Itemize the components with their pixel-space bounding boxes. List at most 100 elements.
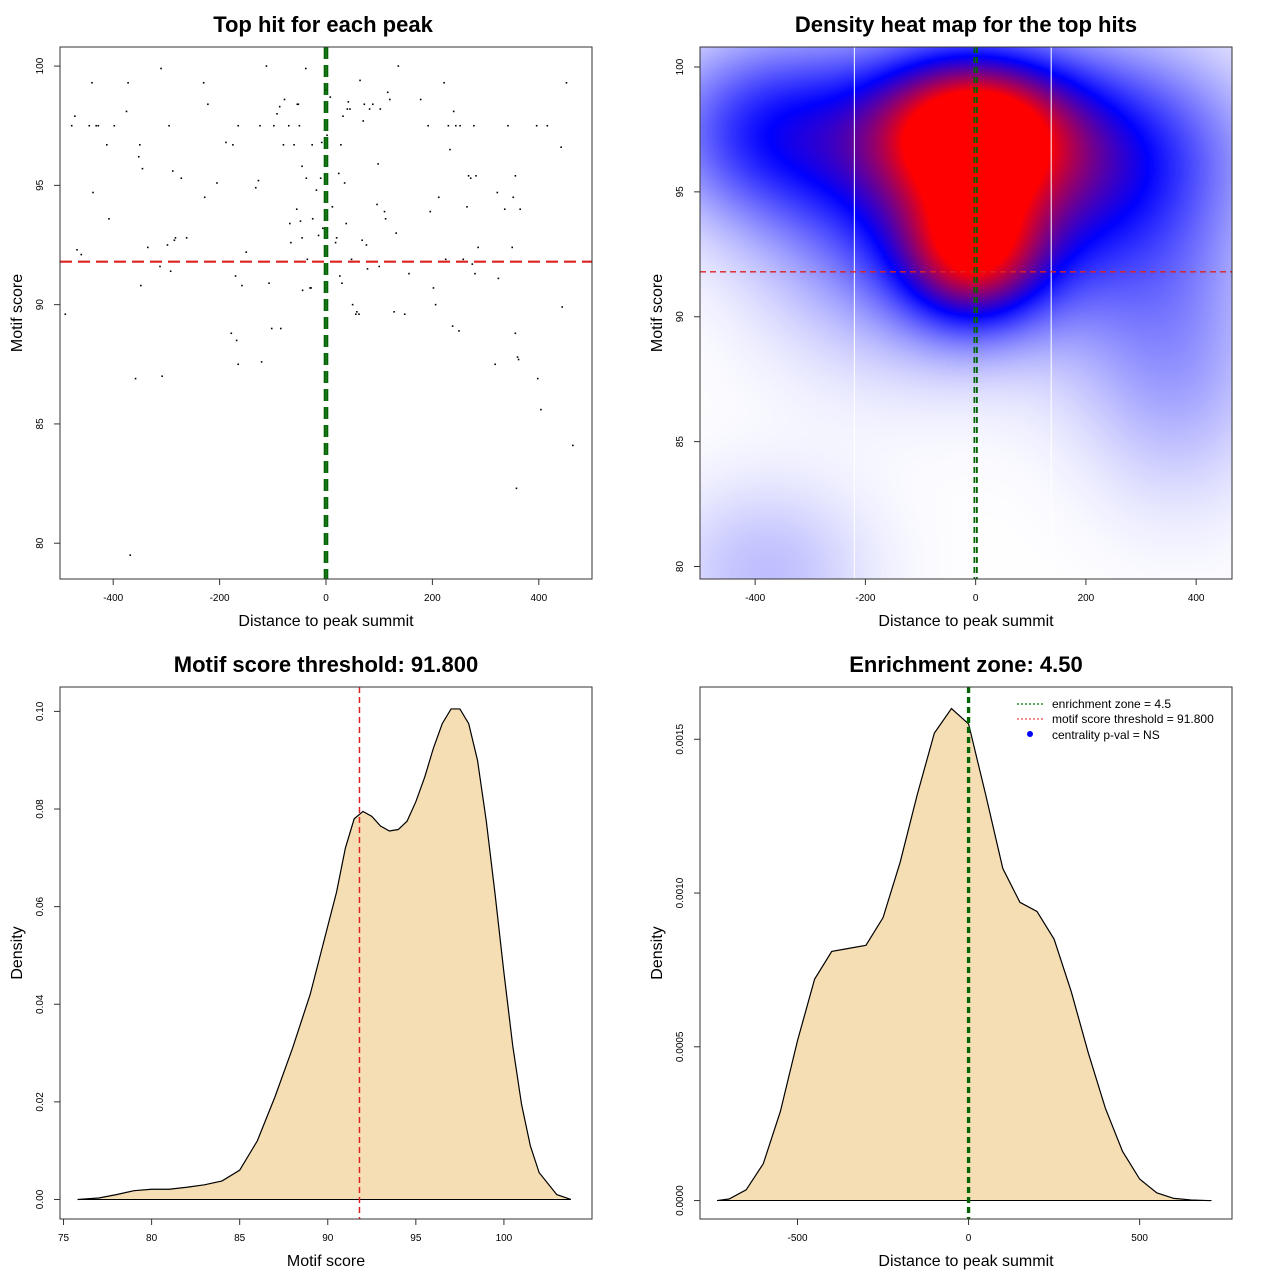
scatter-point [434, 303, 437, 306]
scatter-point [449, 148, 451, 151]
scatter-point [309, 287, 311, 289]
scatter-point [452, 110, 455, 113]
scatter-point [429, 210, 432, 213]
scatter-point [560, 146, 562, 148]
scatter-point [160, 67, 162, 70]
legend-point-centrality [1027, 731, 1033, 737]
scatter-point [185, 237, 188, 239]
scatter-point [174, 237, 177, 239]
scatter-point [259, 124, 261, 127]
x-axis-label: Distance to peak summit [878, 613, 1054, 630]
density-heatmap [700, 47, 1232, 579]
scatter-point [64, 313, 67, 315]
distance-density-plot-area [717, 687, 1212, 1219]
y-tick-label: 100 [35, 57, 46, 74]
scatter-point [169, 270, 172, 273]
scatter-point [467, 175, 470, 177]
chart-title: Density heat map for the top hits [795, 12, 1137, 37]
scatter-point [540, 408, 542, 411]
scatter-point [287, 124, 290, 127]
scatter-point [329, 96, 332, 98]
scatter-point [141, 167, 144, 170]
scatter-point [536, 377, 539, 380]
y-tick-label: 0.08 [35, 799, 46, 819]
scatter-point [311, 217, 314, 220]
x-tick-label: 200 [424, 593, 441, 604]
scatter-point [139, 144, 141, 146]
y-axis-label: Density [9, 926, 26, 979]
scatter-point [386, 91, 389, 94]
scatter-point [459, 124, 461, 127]
y-tick-label: 100 [675, 58, 686, 75]
x-tick-label: 80 [146, 1233, 158, 1244]
y-axis-label: Motif score [9, 274, 26, 352]
scatter-point [507, 124, 509, 127]
y-tick-label: 95 [35, 179, 46, 191]
scatter-point [350, 258, 353, 261]
legend-label-centrality: centrality p-val = NS [1052, 728, 1160, 742]
scatter-point [257, 179, 260, 182]
scatter-point [260, 361, 263, 363]
y-tick-label: 80 [35, 537, 46, 549]
scatter-point [339, 275, 341, 277]
scatter-point [474, 272, 476, 275]
y-tick-label: 80 [675, 561, 686, 573]
scatter-point [207, 103, 209, 106]
density-curve [717, 707, 1212, 1202]
scatter-point [365, 244, 368, 246]
x-tick-label: 200 [1078, 593, 1095, 604]
scatter-point [290, 241, 292, 244]
chart-title: Motif score threshold: 91.800 [174, 652, 478, 677]
y-tick-label: 0.0015 [675, 724, 686, 755]
scatter-point [108, 217, 110, 220]
scatter-point [202, 81, 205, 84]
x-tick-label: 400 [1188, 593, 1205, 604]
scatter-point [245, 251, 247, 253]
scatter-point [293, 144, 295, 146]
scatter-point [475, 175, 477, 177]
scatter-panel: Top hit for each peak Distance to peak s… [9, 12, 593, 630]
scatter-axes: -400 -200 0 200 400 80 85 90 95 100 [35, 57, 548, 604]
scatter-point [572, 444, 574, 447]
x-tick-label: -400 [103, 593, 123, 604]
scatter-point [278, 105, 281, 108]
x-tick-label: -200 [210, 593, 230, 604]
x-tick-label: 85 [234, 1233, 246, 1244]
scatter-point [377, 163, 379, 165]
scatter-point [466, 206, 468, 208]
scatter-point [203, 196, 206, 199]
scatter-point [283, 98, 286, 101]
legend-label-enrichment-zone: enrichment zone = 4.5 [1052, 697, 1171, 711]
y-tick-label: 0.00 [35, 1189, 46, 1209]
legend-label-score-threshold: motif score threshold = 91.800 [1052, 712, 1214, 726]
x-axis-label: Motif score [287, 1253, 365, 1270]
scatter-point [447, 124, 450, 127]
legend: enrichment zone = 4.5 motif score thresh… [1017, 697, 1214, 742]
scatter-point [437, 196, 440, 199]
scatter-point [237, 363, 240, 366]
scatter-point [561, 306, 564, 308]
scatter-point [301, 165, 303, 168]
scatter-point [469, 177, 472, 180]
scatter-point [341, 282, 343, 284]
scatter-point [516, 356, 519, 358]
scatter-point [368, 108, 371, 110]
scatter-point [494, 363, 496, 366]
scatter-point [535, 124, 538, 127]
scatter-point [356, 311, 358, 313]
scatter-point [458, 330, 460, 332]
chart-title: Enrichment zone: 4.50 [849, 652, 1083, 677]
x-tick-label: 95 [410, 1233, 422, 1244]
scatter-point [389, 98, 391, 101]
scatter-point [317, 234, 320, 237]
x-tick-label: -500 [787, 1233, 807, 1244]
scatter-point [334, 241, 337, 244]
scatter-point [76, 248, 78, 251]
scatter-point [419, 98, 422, 101]
scatter-point [91, 81, 93, 84]
scatter-point [315, 189, 318, 191]
plot-frame [59, 46, 593, 580]
scatter-point [379, 108, 382, 110]
scatter-point [273, 124, 275, 127]
